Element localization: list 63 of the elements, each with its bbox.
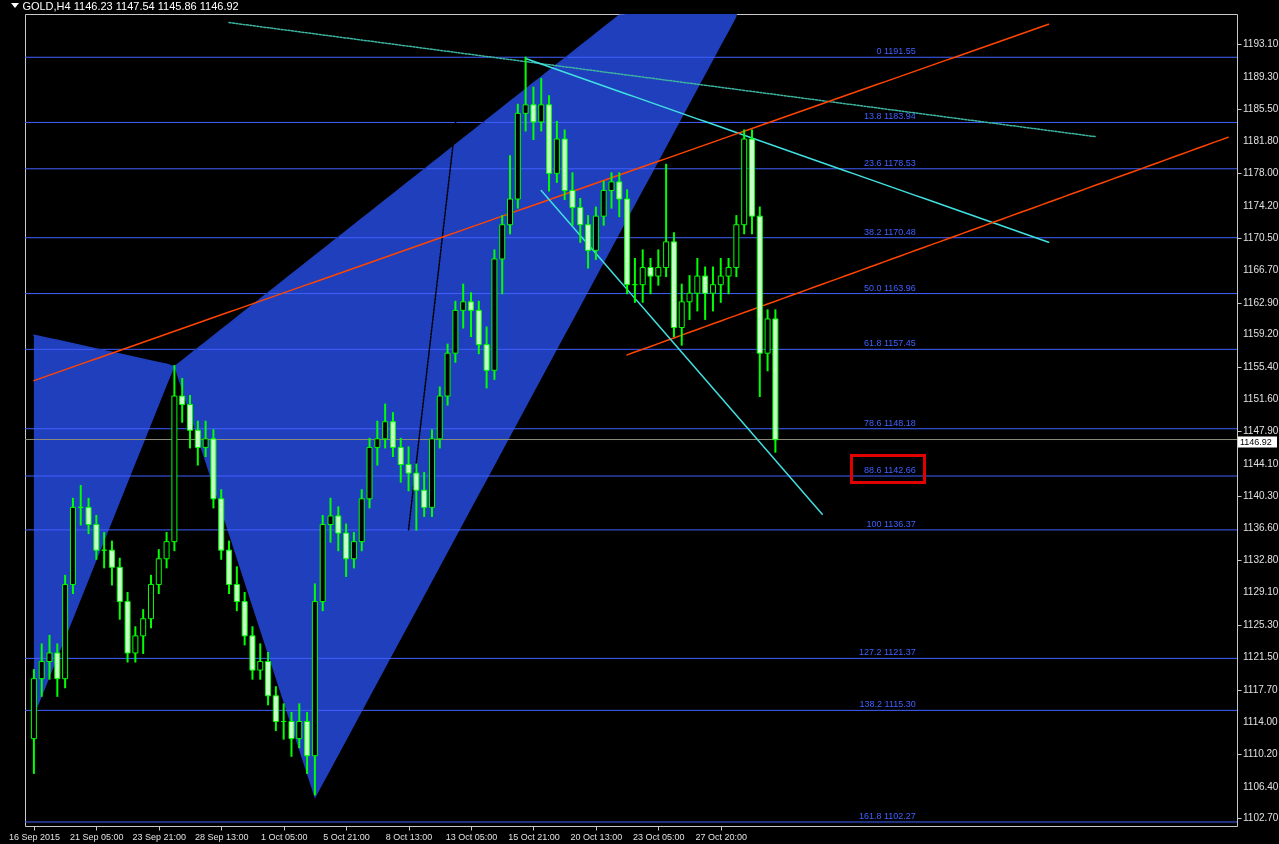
y-tick-label: 1125.30	[1243, 618, 1279, 630]
x-tick-label: 23 Oct 05:00	[633, 831, 685, 842]
y-tick-label: 1159.20	[1243, 328, 1279, 340]
x-tick-label: 5 Oct 21:00	[323, 831, 370, 842]
x-tick-label: 27 Oct 20:00	[695, 831, 748, 842]
x-tick-label: 8 Oct 13:00	[385, 831, 433, 842]
y-tick-label: 1147.90	[1243, 425, 1279, 437]
candlestick	[709, 266, 716, 312]
y-tick-label: 1121.50	[1243, 651, 1279, 663]
line-series	[228, 21, 1097, 138]
y-tick-label: 1193.10	[1243, 37, 1279, 49]
y-tick-label: 1106.40	[1243, 780, 1279, 792]
x-tick-label: 20 Oct 13:00	[570, 831, 623, 842]
y-tick-label: 1110.20	[1243, 748, 1279, 760]
y-tick-label: 1140.30	[1243, 490, 1279, 502]
ref-line-label: 78.6 1148.18	[863, 417, 916, 428]
y-tick-label: 1185.50	[1243, 103, 1279, 115]
y-tick-label: 1151.60	[1243, 393, 1279, 405]
y-tick-label: 1162.90	[1243, 296, 1279, 308]
ref-line-label: 138.2 1115.30	[859, 699, 916, 710]
x-tick-label: 23 Sep 21:00	[132, 831, 187, 842]
y-tick-label: 1166.70	[1243, 264, 1279, 276]
ref-line-label: 61.8 1157.45	[863, 338, 916, 349]
ref-line-label: 50.0 1163.96	[863, 282, 916, 293]
x-tick-label: 13 Oct 05:00	[445, 831, 498, 842]
y-tick-label: 1117.70	[1243, 683, 1279, 695]
y-tick-label: 1181.80	[1243, 134, 1279, 146]
chart-title: GOLD,H4 1146.23 1147.54 1145.86 1146.92	[22, 0, 239, 12]
candlestick	[108, 540, 115, 586]
ref-line-label: 100 1136.37	[866, 518, 916, 529]
y-tick-label: 1102.70	[1243, 812, 1279, 824]
candlestick	[702, 266, 709, 320]
line-series	[33, 23, 1050, 382]
ref-line-label: 161.8 1102.27	[858, 810, 916, 821]
ref-line-label: 127.2 1121.37	[858, 647, 916, 658]
line-series	[540, 189, 823, 515]
y-tick-label: 1129.10	[1243, 586, 1279, 598]
line-series	[524, 57, 1050, 243]
x-tick-label: 15 Oct 21:00	[508, 831, 560, 842]
y-tick-label: 1155.40	[1243, 360, 1279, 372]
y-tick-label: 1170.50	[1243, 231, 1279, 243]
y-tick-label: 1132.80	[1243, 554, 1279, 566]
candlestick	[382, 403, 389, 449]
ref-line-label: 13.8 1183.94	[863, 111, 916, 122]
y-tick-label: 1114.00	[1243, 715, 1279, 727]
y-tick-label: 1174.20	[1243, 199, 1279, 211]
x-tick-label: 21 Sep 05:00	[70, 831, 124, 842]
candlestick	[350, 532, 357, 569]
ref-line-label: 23.6 1178.53	[863, 157, 916, 168]
line-series	[626, 136, 1229, 356]
y-tick-label: 1189.30	[1243, 70, 1279, 82]
y-tick-label: 1178.00	[1243, 167, 1279, 179]
ref-line-label: 1146.92	[1240, 437, 1272, 448]
x-tick-label: 1 Oct 05:00	[260, 831, 308, 842]
candlestick	[467, 292, 474, 338]
y-tick-label: 1144.10	[1243, 457, 1279, 469]
y-tick-label: 1136.60	[1243, 521, 1279, 533]
ref-line-label: 88.6 1142.66	[863, 465, 916, 476]
x-tick-label: 16 Sep 2015	[8, 831, 60, 842]
ref-line-label: 38.2 1170.48	[863, 226, 916, 237]
x-tick-label: 28 Sep 13:00	[194, 831, 249, 842]
line-series	[407, 56, 464, 531]
ref-line-label: 0 1191.55	[876, 46, 916, 57]
